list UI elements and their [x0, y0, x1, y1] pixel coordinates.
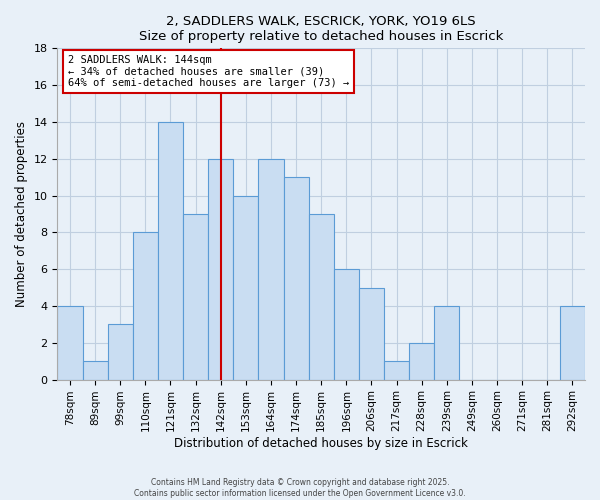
Y-axis label: Number of detached properties: Number of detached properties — [15, 121, 28, 307]
Bar — [58, 306, 83, 380]
Bar — [384, 361, 409, 380]
Bar — [308, 214, 334, 380]
Bar — [208, 159, 233, 380]
Bar — [359, 288, 384, 380]
Bar — [334, 269, 359, 380]
X-axis label: Distribution of detached houses by size in Escrick: Distribution of detached houses by size … — [174, 437, 468, 450]
Title: 2, SADDLERS WALK, ESCRICK, YORK, YO19 6LS
Size of property relative to detached : 2, SADDLERS WALK, ESCRICK, YORK, YO19 6L… — [139, 15, 503, 43]
Bar — [233, 196, 259, 380]
Bar — [158, 122, 183, 380]
Text: 2 SADDLERS WALK: 144sqm
← 34% of detached houses are smaller (39)
64% of semi-de: 2 SADDLERS WALK: 144sqm ← 34% of detache… — [68, 55, 349, 88]
Bar — [560, 306, 585, 380]
Bar — [434, 306, 460, 380]
Bar — [259, 159, 284, 380]
Bar — [107, 324, 133, 380]
Bar — [83, 361, 107, 380]
Text: Contains HM Land Registry data © Crown copyright and database right 2025.
Contai: Contains HM Land Registry data © Crown c… — [134, 478, 466, 498]
Bar — [133, 232, 158, 380]
Bar — [284, 177, 308, 380]
Bar — [409, 343, 434, 380]
Bar — [183, 214, 208, 380]
